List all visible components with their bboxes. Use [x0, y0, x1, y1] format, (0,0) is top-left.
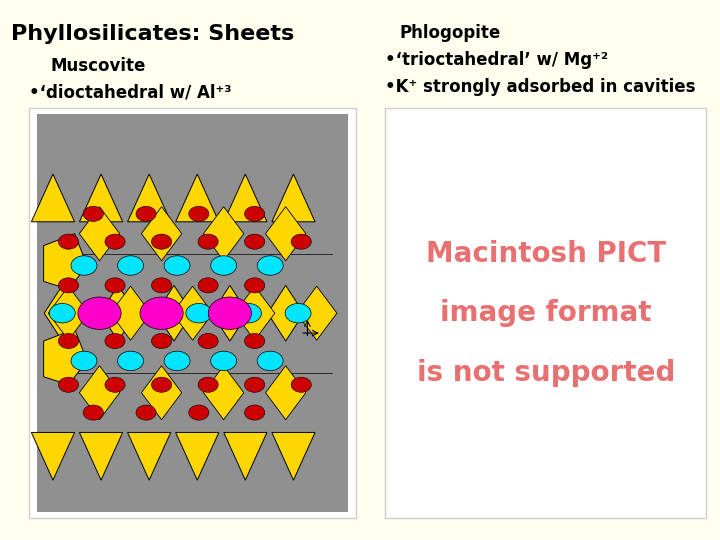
Polygon shape — [32, 433, 75, 480]
Polygon shape — [204, 366, 244, 420]
Circle shape — [105, 278, 125, 293]
Polygon shape — [100, 285, 136, 341]
Circle shape — [245, 278, 265, 293]
Polygon shape — [297, 286, 337, 340]
Circle shape — [208, 297, 251, 329]
Circle shape — [257, 351, 283, 370]
Polygon shape — [48, 286, 89, 340]
Polygon shape — [212, 285, 248, 341]
Circle shape — [245, 377, 265, 392]
Circle shape — [211, 256, 237, 275]
Text: Phyllosilicates: Sheets: Phyllosilicates: Sheets — [11, 24, 294, 44]
Polygon shape — [32, 174, 75, 222]
Text: •‘dioctahedral w/ Al⁺³: •‘dioctahedral w/ Al⁺³ — [29, 84, 231, 102]
Polygon shape — [127, 433, 171, 480]
Polygon shape — [224, 433, 267, 480]
Circle shape — [189, 405, 209, 420]
Circle shape — [117, 351, 143, 370]
Circle shape — [257, 256, 283, 275]
Circle shape — [105, 334, 125, 349]
Polygon shape — [44, 234, 87, 289]
Circle shape — [117, 256, 143, 275]
Circle shape — [198, 377, 218, 392]
Circle shape — [151, 278, 171, 293]
Circle shape — [105, 377, 125, 392]
Circle shape — [211, 351, 237, 370]
Circle shape — [58, 278, 78, 293]
FancyBboxPatch shape — [29, 108, 356, 518]
Polygon shape — [272, 433, 315, 480]
Circle shape — [71, 256, 97, 275]
Polygon shape — [44, 329, 87, 384]
FancyBboxPatch shape — [385, 108, 706, 518]
Text: •‘trioctahedral’ w/ Mg⁺²: •‘trioctahedral’ w/ Mg⁺² — [385, 51, 608, 69]
Circle shape — [189, 206, 209, 221]
Circle shape — [58, 334, 78, 349]
Circle shape — [84, 405, 104, 420]
Circle shape — [291, 234, 311, 249]
Polygon shape — [156, 285, 192, 341]
Polygon shape — [79, 174, 122, 222]
Polygon shape — [141, 366, 181, 420]
Circle shape — [151, 334, 171, 349]
Text: •K⁺ strongly adsorbed in cavities: •K⁺ strongly adsorbed in cavities — [385, 78, 696, 96]
Polygon shape — [79, 433, 122, 480]
Circle shape — [151, 377, 171, 392]
Polygon shape — [176, 433, 219, 480]
Polygon shape — [79, 207, 120, 261]
Polygon shape — [173, 286, 213, 340]
Polygon shape — [127, 174, 171, 222]
Polygon shape — [204, 207, 244, 261]
Polygon shape — [272, 174, 315, 222]
Circle shape — [245, 334, 265, 349]
Polygon shape — [110, 286, 150, 340]
Polygon shape — [44, 285, 80, 341]
Circle shape — [84, 206, 104, 221]
Circle shape — [58, 234, 78, 249]
Text: is not supported: is not supported — [417, 359, 675, 387]
Circle shape — [198, 234, 218, 249]
Circle shape — [93, 303, 119, 323]
FancyBboxPatch shape — [37, 114, 348, 512]
Circle shape — [49, 303, 75, 323]
Circle shape — [198, 278, 218, 293]
Circle shape — [105, 234, 125, 249]
Circle shape — [291, 377, 311, 392]
Text: Macintosh PICT: Macintosh PICT — [426, 240, 666, 268]
Polygon shape — [141, 207, 181, 261]
Circle shape — [78, 297, 121, 329]
Polygon shape — [79, 366, 120, 420]
Circle shape — [245, 234, 265, 249]
Circle shape — [235, 303, 261, 323]
Circle shape — [164, 256, 190, 275]
Circle shape — [71, 351, 97, 370]
Polygon shape — [224, 174, 267, 222]
Circle shape — [151, 234, 171, 249]
Text: Phlogopite: Phlogopite — [400, 24, 501, 42]
Circle shape — [186, 303, 212, 323]
Polygon shape — [266, 207, 306, 261]
Polygon shape — [176, 174, 219, 222]
Circle shape — [136, 405, 156, 420]
Circle shape — [58, 377, 78, 392]
Text: image format: image format — [440, 299, 652, 327]
Circle shape — [136, 206, 156, 221]
Polygon shape — [268, 285, 304, 341]
Circle shape — [285, 303, 311, 323]
Circle shape — [245, 405, 265, 420]
Text: Muscovite: Muscovite — [50, 57, 145, 75]
Circle shape — [164, 351, 190, 370]
Polygon shape — [266, 366, 306, 420]
Circle shape — [140, 297, 183, 329]
Polygon shape — [235, 286, 275, 340]
Circle shape — [198, 334, 218, 349]
Circle shape — [245, 206, 265, 221]
